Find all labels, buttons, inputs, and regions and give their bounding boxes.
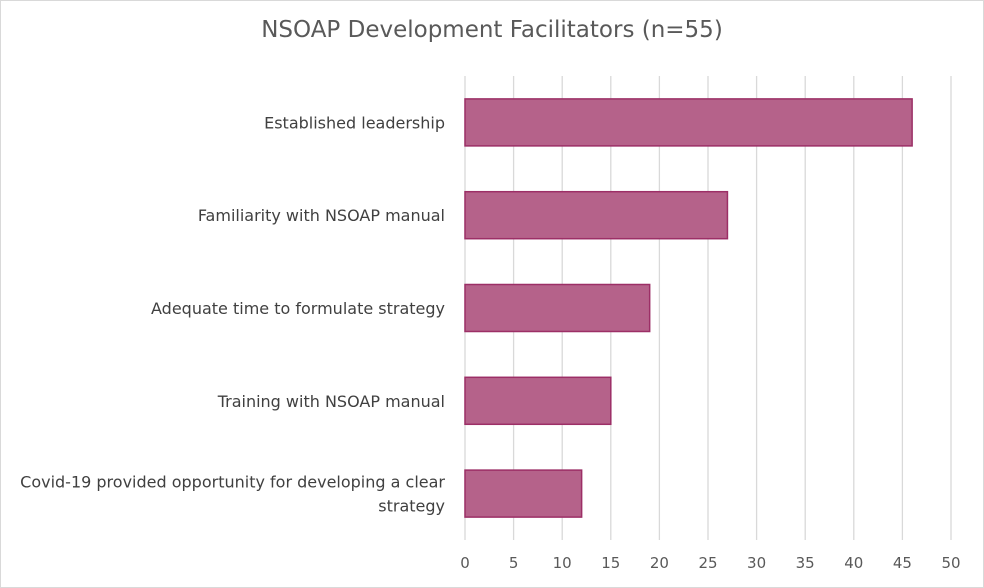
bars: [464, 98, 913, 518]
category-label: Established leadership: [264, 113, 445, 132]
bar: [464, 376, 612, 426]
x-tick-label: 25: [698, 554, 717, 572]
category-label: strategy: [378, 497, 445, 516]
x-tick-label: 10: [553, 554, 572, 572]
bar: [464, 98, 913, 147]
category-labels: Established leadership Familiarity with N…: [20, 113, 445, 515]
x-tick-label: 45: [893, 554, 912, 572]
x-tick-label: 30: [747, 554, 766, 572]
gridlines: [464, 76, 952, 540]
x-tick-label: 20: [650, 554, 669, 572]
x-tick-label: 50: [941, 554, 960, 572]
bar: [464, 283, 651, 333]
category-label: Covid-19 provided opportunity for develo…: [20, 473, 445, 492]
x-tick-labels: 0 5 10 15 20 25 30 35 40 45 50: [460, 554, 960, 572]
x-tick-label: 40: [844, 554, 863, 572]
category-label: Familiarity with NSOAP manual: [198, 206, 445, 225]
x-tick-label: 5: [509, 554, 519, 572]
category-label: Training with NSOAP manual: [217, 392, 445, 411]
x-tick-label: 0: [460, 554, 470, 572]
chart-title: NSOAP Development Facilitators (n=55): [261, 17, 723, 43]
category-label: Adequate time to formulate strategy: [151, 299, 445, 318]
x-tick-label: 35: [796, 554, 815, 572]
bar: [464, 469, 583, 518]
bar: [464, 190, 729, 240]
x-tick-label: 15: [601, 554, 620, 572]
